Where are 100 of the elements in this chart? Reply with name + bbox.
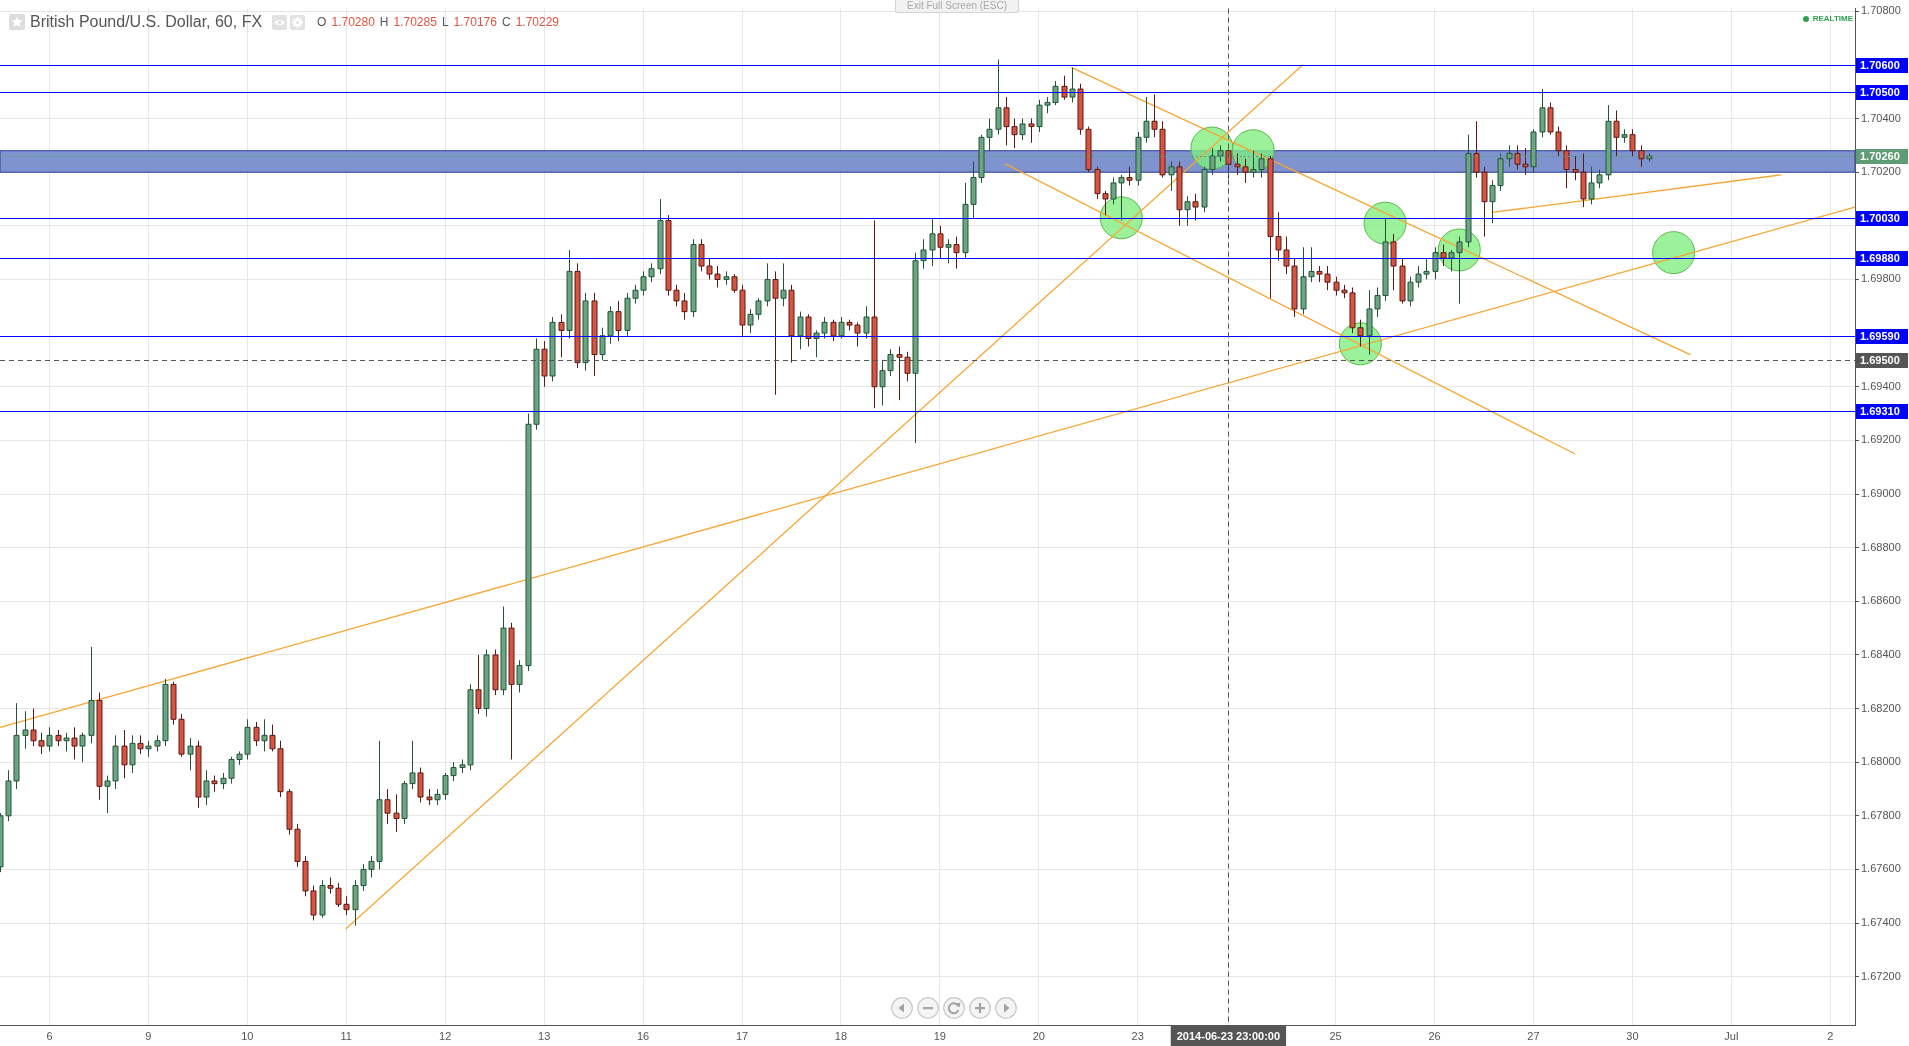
x-tick-label: 9 <box>145 1029 152 1042</box>
x-tick-label: 2014-06-23 23:00:00 <box>1176 1029 1281 1042</box>
candlestick <box>995 59 1002 136</box>
candlestick <box>797 311 804 350</box>
x-tick-label: 25 <box>1329 1029 1342 1042</box>
candlestick <box>615 300 622 342</box>
candlestick <box>772 270 779 396</box>
candlestick <box>541 340 548 388</box>
ref-line-label: 1.70600 <box>1860 59 1900 72</box>
candlestick <box>871 219 878 409</box>
candlestick <box>121 729 128 779</box>
x-tick-label: 26 <box>1428 1029 1441 1042</box>
candlestick <box>1646 152 1653 162</box>
candlestick <box>690 238 697 318</box>
candlestick <box>591 292 598 377</box>
candlestick <box>384 788 391 825</box>
candlestick <box>261 718 268 752</box>
ref-line-label: 1.70030 <box>1860 212 1900 225</box>
candlestick <box>1539 88 1546 138</box>
candlestick <box>937 225 944 259</box>
candlestick <box>1530 128 1537 173</box>
candlestick <box>1465 134 1472 248</box>
y-tick-label: 1.68000 <box>1861 755 1901 768</box>
candlestick <box>788 284 795 364</box>
candlestick <box>1176 160 1183 227</box>
candlestick <box>516 659 523 693</box>
candlestick <box>805 313 812 348</box>
candlestick <box>475 654 482 715</box>
candlestick <box>492 649 499 696</box>
candlestick <box>582 292 589 372</box>
candlestick <box>71 726 78 760</box>
x-tick-label: 16 <box>636 1029 650 1042</box>
y-tick-label: 1.69000 <box>1861 487 1901 500</box>
candlestick <box>929 217 936 267</box>
y-tick-label: 1.68800 <box>1861 540 1901 553</box>
candlestick <box>63 732 70 752</box>
candlestick <box>79 732 86 763</box>
x-tick-label: 12 <box>439 1029 452 1042</box>
x-tick-label: 30 <box>1626 1029 1639 1042</box>
candlestick <box>1069 67 1076 103</box>
x-tick-label: 11 <box>340 1029 352 1042</box>
candlestick <box>1621 128 1628 144</box>
ref-line-label: 1.70500 <box>1860 86 1900 99</box>
candlestick <box>1506 144 1513 168</box>
candlestick <box>1019 118 1026 141</box>
candlestick <box>393 793 400 833</box>
x-tick-label: 6 <box>46 1029 53 1042</box>
candlestick <box>508 622 515 760</box>
text: O 1.70280 H 1.70285 L 1.70176 C 1.70229 <box>317 15 560 29</box>
candlestick <box>203 769 210 806</box>
y-tick-label: 1.68600 <box>1861 594 1901 607</box>
candlestick <box>953 236 960 270</box>
y-tick-label: 1.70800 <box>1861 4 1901 17</box>
x-tick-label: 23 <box>1131 1029 1144 1042</box>
y-tick-label: 1.67200 <box>1861 969 1901 982</box>
y-tick-label: 1.67400 <box>1861 916 1901 929</box>
candlestick <box>96 691 103 801</box>
x-tick-label: 27 <box>1527 1029 1540 1042</box>
candlestick <box>417 767 424 803</box>
candlestick <box>1638 144 1645 168</box>
y-tick-label: 1.67800 <box>1861 808 1901 821</box>
y-tick-label: 1.70200 <box>1861 165 1901 178</box>
y-tick-label: 1.69200 <box>1861 433 1901 446</box>
x-tick-label: 10 <box>241 1029 254 1042</box>
ref-line-label: 1.70260 <box>1860 150 1900 163</box>
candlestick <box>566 249 573 339</box>
ref-line-label: 1.69500 <box>1860 354 1900 367</box>
candlestick <box>558 313 565 358</box>
ref-line-label: 1.69310 <box>1860 405 1900 418</box>
candlestick <box>574 262 581 369</box>
candlestick <box>945 238 952 264</box>
candlestick <box>863 305 870 339</box>
candlestick <box>1028 118 1035 144</box>
y-tick-label: 1.68400 <box>1861 647 1901 660</box>
candlestick <box>1390 233 1397 291</box>
y-tick-label: 1.67600 <box>1861 862 1901 875</box>
annotation: REALTIME <box>1812 14 1853 24</box>
candlestick <box>426 788 433 806</box>
candlestick <box>1613 110 1620 157</box>
point <box>1652 231 1696 275</box>
x-tick-label: 19 <box>933 1029 946 1042</box>
candlestick <box>211 775 218 793</box>
candlestick <box>1399 257 1406 305</box>
candlestick <box>187 737 194 771</box>
candlestick <box>1168 160 1175 192</box>
candlestick <box>253 721 260 747</box>
y-tick-label: 1.69400 <box>1861 379 1901 392</box>
annotation: Exit Full Screen (ESC) <box>906 0 1008 11</box>
x-tick-label: 18 <box>834 1029 848 1042</box>
x-tick-label: Jul <box>1724 1029 1739 1042</box>
candlestick <box>129 734 136 774</box>
candlestick <box>1126 166 1133 187</box>
candlestick <box>830 319 837 342</box>
candlestick <box>46 726 53 752</box>
chart-title: British Pound/U.S. Dollar, 60, FX <box>30 13 263 31</box>
candlestick <box>483 649 490 718</box>
candlestick <box>1184 195 1191 227</box>
candlestick <box>145 740 152 758</box>
candlestick <box>319 879 326 919</box>
ref-line-label: 1.69590 <box>1860 330 1900 343</box>
